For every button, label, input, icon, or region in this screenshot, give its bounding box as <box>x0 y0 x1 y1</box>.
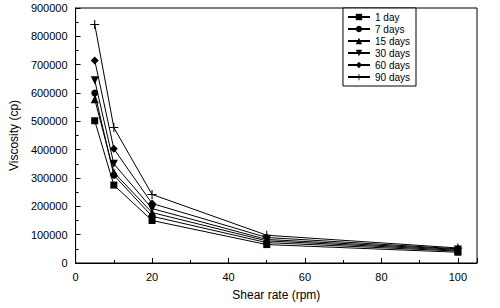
svg-text:40: 40 <box>222 271 234 283</box>
svg-text:Shear rate (rpm): Shear rate (rpm) <box>232 288 320 302</box>
svg-text:100000: 100000 <box>31 229 68 241</box>
svg-text:900000: 900000 <box>31 2 68 14</box>
svg-text:500000: 500000 <box>31 115 68 127</box>
svg-text:30 days: 30 days <box>375 48 410 59</box>
svg-text:600000: 600000 <box>31 87 68 99</box>
svg-text:80: 80 <box>375 271 387 283</box>
svg-text:90 days: 90 days <box>375 72 410 83</box>
svg-text:0: 0 <box>61 257 67 269</box>
svg-text:20: 20 <box>146 271 158 283</box>
svg-text:200000: 200000 <box>31 200 68 212</box>
svg-text:400000: 400000 <box>31 144 68 156</box>
svg-text:15 days: 15 days <box>375 36 410 47</box>
svg-text:Viscosity (cp): Viscosity (cp) <box>7 100 21 171</box>
svg-text:0: 0 <box>73 271 79 283</box>
svg-text:300000: 300000 <box>31 172 68 184</box>
svg-text:700000: 700000 <box>31 59 68 71</box>
svg-text:1 day: 1 day <box>375 12 399 23</box>
svg-text:7 days: 7 days <box>375 24 404 35</box>
svg-text:60 days: 60 days <box>375 60 410 71</box>
svg-text:800000: 800000 <box>31 30 68 42</box>
svg-text:60: 60 <box>299 271 311 283</box>
svg-text:100: 100 <box>449 271 467 283</box>
